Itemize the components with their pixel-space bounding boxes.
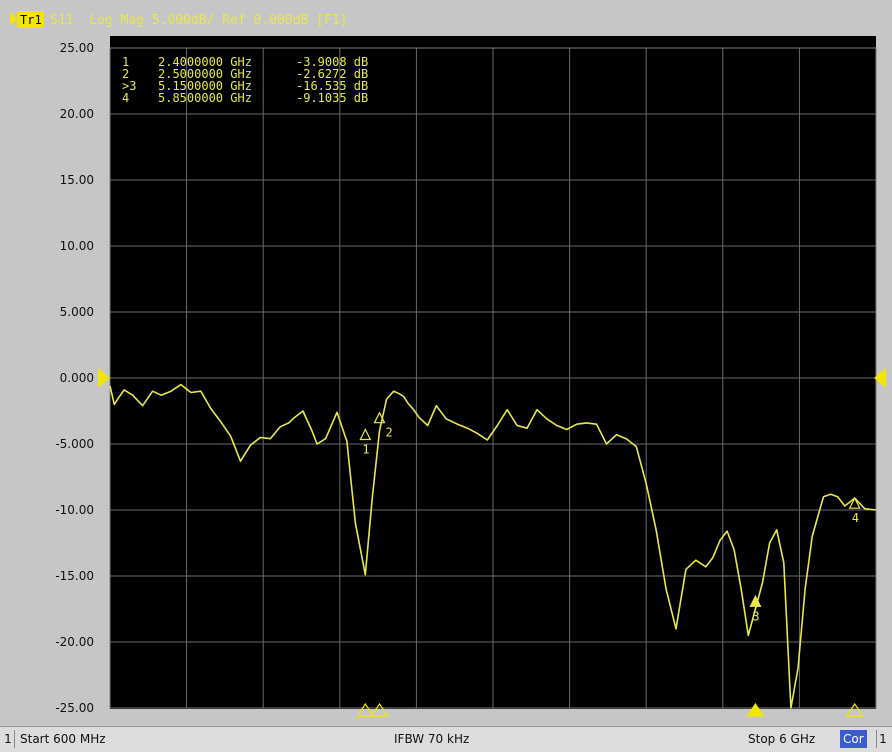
y-tick-label: 0.000 bbox=[60, 371, 94, 385]
y-tick-label: -25.00 bbox=[55, 701, 94, 715]
status-bar: 1 Start 600 MHz IFBW 70 kHz Stop 6 GHz C… bbox=[0, 726, 892, 752]
marker-1-label: 1 bbox=[362, 442, 369, 456]
marker-2-triangle bbox=[373, 411, 386, 424]
marker-row-frequency: 5.8500000 GHz bbox=[158, 91, 252, 105]
marker-row-id: 4 bbox=[122, 91, 129, 105]
y-tick-label: -15.00 bbox=[55, 569, 94, 583]
y-tick-label: 10.00 bbox=[60, 239, 94, 253]
y-tick-label: 5.000 bbox=[60, 305, 94, 319]
marker-row-frequency: 5.1500000 GHz bbox=[158, 79, 252, 93]
marker-row-id: 1 bbox=[122, 55, 129, 69]
ref-level-left-arrow-icon[interactable] bbox=[98, 368, 110, 388]
marker-2-label: 2 bbox=[386, 426, 393, 440]
marker-row-frequency: 2.4000000 GHz bbox=[158, 55, 252, 69]
marker-4-position-indicator bbox=[845, 702, 864, 717]
marker-2-position-indicator bbox=[370, 702, 389, 717]
marker-row-value: -3.9008 dB bbox=[296, 55, 368, 69]
marker-table-row: 4 5.8500000 GHz -9.1035 dB bbox=[122, 91, 368, 105]
correction-badge[interactable]: Cor bbox=[840, 730, 867, 748]
trace-badge-bg[interactable] bbox=[17, 11, 44, 28]
marker-layer: 1 2 3 4 bbox=[359, 411, 861, 623]
marker-position-indicators bbox=[356, 702, 864, 717]
marker-row-value: -2.6272 dB bbox=[296, 67, 368, 81]
trace-s11-line bbox=[109, 383, 877, 709]
marker-1-triangle bbox=[359, 428, 372, 441]
ref-level-right-arrow-icon[interactable] bbox=[874, 368, 886, 388]
y-tick-label: 25.00 bbox=[60, 41, 94, 55]
chart-plot: 25.00 20.00 15.00 10.00 5.000 0.000 -5.000 -10.… bbox=[10, 11, 886, 717]
marker-row-id: >3 bbox=[122, 79, 136, 93]
status-end-indicator: 1 bbox=[876, 730, 889, 748]
marker-row-frequency: 2.5000000 GHz bbox=[158, 67, 252, 81]
channel-indicator[interactable]: 1 bbox=[2, 730, 15, 748]
marker-1-position-indicator bbox=[356, 702, 375, 717]
stop-frequency[interactable]: Stop 6 GHz bbox=[748, 732, 816, 746]
trace-badge[interactable]: Tr1 bbox=[20, 13, 42, 27]
marker-table: 1 2.4000000 GHz -3.9008 dB 2 2.5000000 GHz -… bbox=[122, 55, 368, 105]
y-tick-label: -20.00 bbox=[55, 635, 94, 649]
trace-active-arrow-icon bbox=[10, 12, 17, 26]
marker-row-value: -9.1035 dB bbox=[296, 91, 368, 105]
marker-row-id: 2 bbox=[122, 67, 129, 81]
y-tick-label: 20.00 bbox=[60, 107, 94, 121]
trace-layer bbox=[109, 383, 877, 709]
y-axis-tick-labels: 25.00 20.00 15.00 10.00 5.000 0.000 -5.000 -10.… bbox=[55, 41, 94, 715]
marker-3-triangle bbox=[749, 594, 762, 607]
y-tick-label: -5.000 bbox=[55, 437, 94, 451]
marker-3-position-indicator bbox=[746, 702, 765, 717]
marker-table-row: 1 2.4000000 GHz -3.9008 dB bbox=[122, 55, 368, 69]
trace-header-text: S11 Log Mag 5.000dB/ Ref 0.000dB [F1] bbox=[50, 13, 347, 28]
marker-table-row: >3 5.1500000 GHz -16.535 dB bbox=[122, 79, 368, 93]
y-tick-label: -10.00 bbox=[55, 503, 94, 517]
marker-4-triangle bbox=[848, 496, 861, 509]
marker-table-row: 2 2.5000000 GHz -2.6272 dB bbox=[122, 67, 368, 81]
y-tick-label: 15.00 bbox=[60, 173, 94, 187]
marker-3-label: 3 bbox=[752, 609, 759, 623]
marker-row-value: -16.535 dB bbox=[296, 79, 368, 93]
if-bandwidth[interactable]: IFBW 70 kHz bbox=[394, 732, 470, 746]
marker-4-label: 4 bbox=[852, 511, 859, 525]
start-frequency[interactable]: Start 600 MHz bbox=[20, 732, 106, 746]
